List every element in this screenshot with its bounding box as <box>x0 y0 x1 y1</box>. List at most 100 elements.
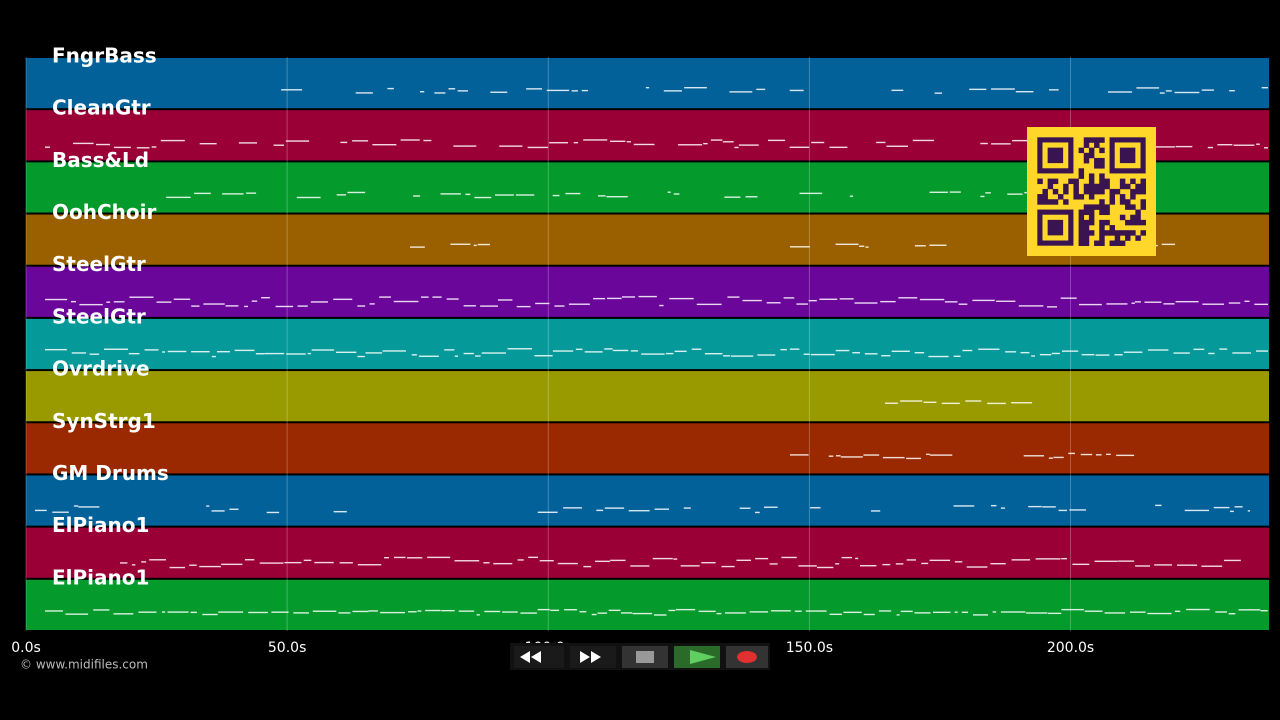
record-button[interactable] <box>726 646 768 668</box>
note <box>552 350 574 352</box>
note <box>557 562 578 565</box>
transport-controls <box>510 643 770 670</box>
note <box>273 144 284 146</box>
note <box>1035 558 1061 560</box>
note <box>991 143 1011 145</box>
note <box>771 610 791 612</box>
note <box>457 90 468 92</box>
note <box>987 402 1006 405</box>
note <box>419 91 425 93</box>
note <box>448 88 456 90</box>
note <box>454 560 480 562</box>
note <box>575 348 583 351</box>
note <box>701 561 716 564</box>
note <box>379 296 391 298</box>
qr-cell <box>1094 137 1100 143</box>
qr-cell <box>1104 178 1110 185</box>
note <box>769 563 778 565</box>
note <box>790 246 810 248</box>
note <box>352 610 369 613</box>
note <box>606 196 628 198</box>
qr-cell <box>1073 178 1079 185</box>
note <box>149 559 166 561</box>
note <box>131 564 136 566</box>
note <box>673 193 680 195</box>
track-band <box>26 58 1269 109</box>
note <box>251 300 258 302</box>
note <box>1177 564 1198 566</box>
note <box>645 86 650 89</box>
note <box>1015 91 1034 93</box>
note <box>783 297 795 299</box>
note <box>393 556 406 559</box>
note <box>365 352 383 354</box>
note <box>991 88 1015 90</box>
note <box>852 352 861 354</box>
note <box>444 349 455 351</box>
qr-cell <box>1099 209 1105 216</box>
note <box>579 611 587 613</box>
note <box>789 146 810 149</box>
note <box>864 353 878 355</box>
note <box>1147 349 1169 351</box>
note <box>473 244 477 247</box>
note <box>480 305 498 307</box>
note <box>70 300 76 303</box>
note <box>633 143 655 146</box>
note <box>520 612 537 614</box>
note <box>406 557 423 559</box>
note <box>410 246 425 248</box>
note <box>1144 301 1162 303</box>
rewind-button[interactable] <box>514 646 564 668</box>
note <box>465 193 471 196</box>
note <box>79 303 103 306</box>
note <box>1068 452 1075 455</box>
note <box>895 563 904 565</box>
qr-cell <box>1088 147 1095 154</box>
note <box>1229 510 1234 513</box>
note <box>1134 301 1141 303</box>
note <box>1131 302 1135 304</box>
qr-cell <box>1099 188 1105 195</box>
note <box>507 348 533 350</box>
qr-cell <box>1088 178 1095 185</box>
note <box>93 609 110 611</box>
qr-cell <box>1047 199 1054 205</box>
qr-cell <box>1083 157 1090 164</box>
note <box>710 139 723 141</box>
note <box>1053 456 1064 459</box>
qr-cell <box>1083 235 1090 241</box>
note <box>549 142 569 144</box>
note <box>966 566 988 568</box>
note <box>755 557 769 560</box>
note <box>1201 565 1223 567</box>
note <box>271 611 289 613</box>
note <box>169 566 186 569</box>
note <box>156 301 172 303</box>
qr-cell <box>1130 194 1136 200</box>
stop-button[interactable] <box>622 646 668 668</box>
note <box>865 246 869 248</box>
qr-cell <box>1078 225 1085 231</box>
note <box>593 297 606 300</box>
note <box>454 355 459 357</box>
qr-cell <box>1099 230 1105 236</box>
time-tick-label: 150.0s <box>786 640 833 656</box>
note <box>222 193 244 195</box>
note <box>1261 87 1268 89</box>
note <box>474 196 492 199</box>
note <box>441 609 455 612</box>
note <box>1229 89 1235 92</box>
note <box>1081 353 1095 356</box>
fast-forward-button[interactable] <box>570 646 616 668</box>
note <box>387 87 394 90</box>
play-button[interactable] <box>674 646 720 668</box>
note <box>527 146 549 149</box>
qr-cell <box>1057 194 1064 200</box>
note <box>1175 300 1199 303</box>
qr-cell <box>1078 214 1085 221</box>
qr-cell <box>1078 173 1085 179</box>
qr-cell <box>1104 183 1110 190</box>
note <box>528 556 539 559</box>
note <box>736 559 751 562</box>
